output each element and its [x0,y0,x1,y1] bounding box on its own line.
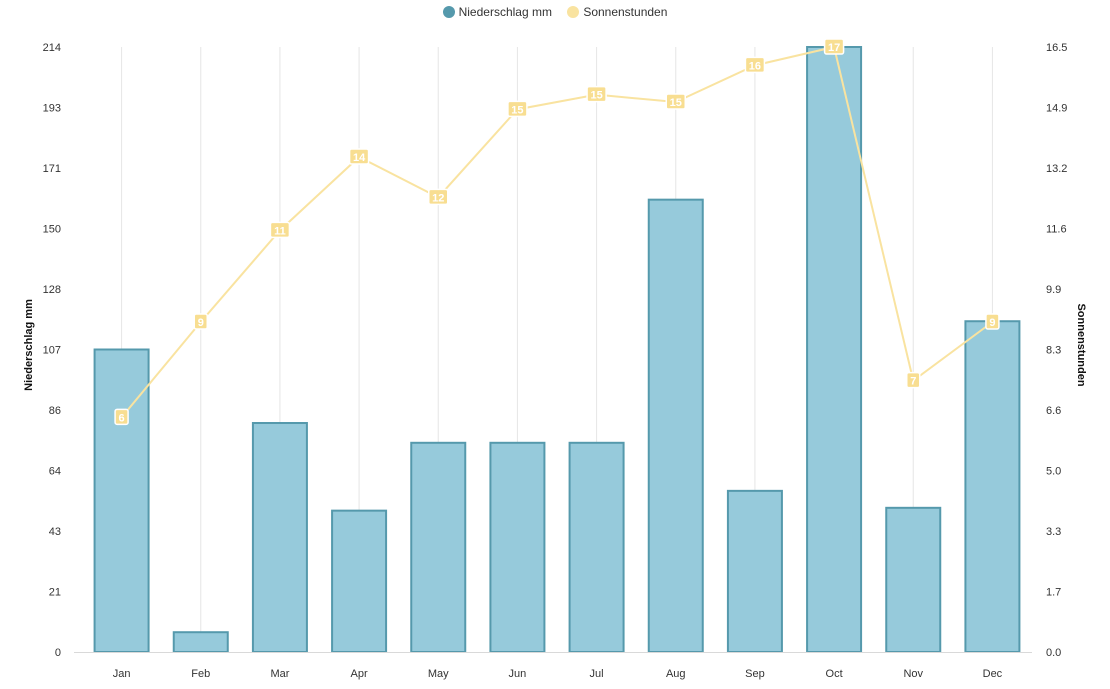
data-label-box [114,408,129,426]
legend-label-niederschlag: Niederschlag mm [458,5,552,19]
y-tick-label-right: 13.2 [1046,163,1067,175]
line-series-sonnenstunden: 6 9 11 14 12 15 15 15 16 17 7 9 [114,38,1000,426]
y-tick-label-left: 193 [43,103,61,115]
bar [489,441,546,654]
bar [410,441,467,654]
bar [172,631,229,653]
y-tick-label-right: 1.7 [1046,587,1061,599]
legend-item-niederschlag[interactable]: Niederschlag mm [442,5,552,19]
data-label-box [269,221,291,239]
legend-label-sonnenstunden: Sonnenstunden [583,5,668,19]
y-tick-label-left: 150 [43,224,61,236]
y-axis-title-right: Sonnenstunden [1075,303,1087,386]
y-tick-label-right: 8.3 [1046,345,1061,357]
data-label-box [428,188,449,206]
x-tick-label: Sep [745,668,765,680]
y-tick-label-left: 43 [49,526,61,538]
data-label: 11 [274,225,286,237]
y-tick-label-left: 0 [55,647,61,659]
data-label: 15 [670,97,682,109]
x-tick-label: Apr [351,668,368,680]
bar [806,46,863,653]
y-tick-label-right: 9.9 [1046,284,1061,296]
data-label: 12 [432,192,444,204]
y-axis-title-left: Niederschlag mm [23,299,35,391]
y-tick-label-left: 128 [43,284,61,296]
bar [331,509,388,653]
data-label: 6 [119,412,125,424]
x-tick-label: Dec [983,668,1003,680]
data-label: 16 [749,60,761,72]
data-label-box [586,85,607,103]
x-tick-label: Oct [826,668,843,680]
y-tick-label-left: 107 [43,345,61,357]
x-tick-label: Mar [270,668,289,680]
axis-layer: 0 21 43 64 86 107 128 150 171 193 214 0.0 1.7 3.3 5.0 6… [43,42,1068,680]
bar [568,441,625,654]
data-label-box [823,38,845,55]
data-label-box [507,100,528,118]
bar [964,320,1021,653]
legend-marker-sonnenstunden [567,6,580,18]
x-tick-label: Nov [903,668,923,680]
data-label: 15 [590,90,602,102]
x-tick-label: May [428,668,449,680]
bar [885,506,942,653]
y-tick-label-right: 16.5 [1046,42,1067,54]
data-label: 15 [511,104,523,116]
data-label-box [665,93,686,110]
data-label-box [348,148,370,165]
bar [251,422,308,653]
y-tick-label-left: 21 [49,587,61,599]
chart-legend: Niederschlag mm Sonnenstunden [0,5,1110,21]
data-label: 7 [910,376,916,388]
data-label-box [985,313,1000,330]
data-label: 9 [989,317,995,329]
y-tick-label-right: 5.0 [1046,466,1061,478]
bar [726,489,783,653]
data-label-box [744,56,766,74]
y-tick-label-right: 14.9 [1046,103,1067,115]
x-tick-label: Feb [191,668,210,680]
y-tick-label-left: 171 [43,163,61,175]
y-tick-label-right: 0.0 [1046,647,1061,659]
series-line [120,45,994,418]
x-tick-label: Jan [113,668,131,680]
legend-marker-niederschlag [442,6,455,18]
x-tick-label: Aug [666,668,686,680]
data-label-box [193,313,208,330]
data-label-box [906,371,921,389]
y-tick-label-left: 86 [49,405,61,417]
y-tick-label-right: 11.6 [1046,224,1067,236]
data-label: 17 [828,42,840,54]
y-tick-label-right: 3.3 [1046,526,1061,538]
bar-series-niederschlag [93,46,1021,654]
x-tick-label: Jun [509,668,527,680]
y-tick-label-left: 214 [43,42,61,54]
data-label: 9 [198,317,204,329]
bar [647,198,704,654]
y-tick-label-left: 64 [49,466,61,478]
data-label: 14 [353,152,366,164]
legend-item-sonnenstunden[interactable]: Sonnenstunden [567,5,667,19]
y-tick-label-right: 6.6 [1046,405,1061,417]
x-tick-label: Jul [590,668,604,680]
